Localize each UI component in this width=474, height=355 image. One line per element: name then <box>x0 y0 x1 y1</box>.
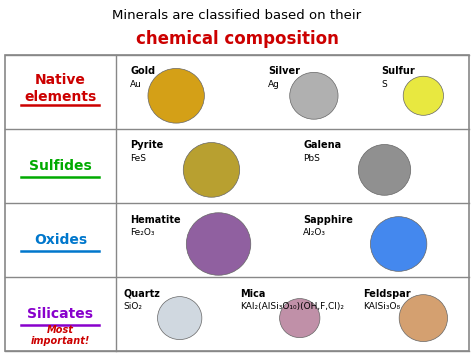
Text: Fe₂O₃: Fe₂O₃ <box>130 228 155 237</box>
Ellipse shape <box>157 297 202 340</box>
Text: Hematite: Hematite <box>130 214 181 225</box>
Text: Silver: Silver <box>268 66 300 76</box>
Text: Pyrite: Pyrite <box>130 141 164 151</box>
Text: Native
elements: Native elements <box>24 73 97 104</box>
Text: Quartz: Quartz <box>123 289 160 299</box>
Text: SiO₂: SiO₂ <box>123 302 142 311</box>
Ellipse shape <box>183 143 240 197</box>
Text: S: S <box>381 80 387 89</box>
Text: Minerals are classified based on their: Minerals are classified based on their <box>112 9 362 22</box>
Text: KAlSi₃O₈: KAlSi₃O₈ <box>363 302 401 311</box>
Text: Ag: Ag <box>268 80 280 89</box>
Ellipse shape <box>358 144 410 195</box>
Ellipse shape <box>370 217 427 271</box>
Text: FeS: FeS <box>130 154 146 163</box>
Ellipse shape <box>399 295 447 342</box>
Text: Sulfides: Sulfides <box>29 159 92 173</box>
Text: Silicates: Silicates <box>27 307 93 321</box>
Text: Au: Au <box>130 80 142 89</box>
Text: chemical composition: chemical composition <box>136 30 338 48</box>
Text: Gold: Gold <box>130 66 155 76</box>
Text: Sapphire: Sapphire <box>303 214 353 225</box>
Ellipse shape <box>280 299 320 338</box>
Ellipse shape <box>290 72 338 119</box>
Ellipse shape <box>403 76 444 115</box>
Text: Galena: Galena <box>303 141 341 151</box>
Text: Most
important!: Most important! <box>31 324 90 346</box>
Text: KAl₂(AlSi₃O₁₀)(OH,F,Cl)₂: KAl₂(AlSi₃O₁₀)(OH,F,Cl)₂ <box>240 302 344 311</box>
Ellipse shape <box>186 213 251 275</box>
Text: Oxides: Oxides <box>34 233 87 247</box>
Text: Feldspar: Feldspar <box>363 289 411 299</box>
Ellipse shape <box>148 69 204 123</box>
Text: Al₂O₃: Al₂O₃ <box>303 228 326 237</box>
Bar <box>5 55 469 351</box>
Text: Sulfur: Sulfur <box>381 66 415 76</box>
Text: Mica: Mica <box>240 289 265 299</box>
Text: PbS: PbS <box>303 154 320 163</box>
